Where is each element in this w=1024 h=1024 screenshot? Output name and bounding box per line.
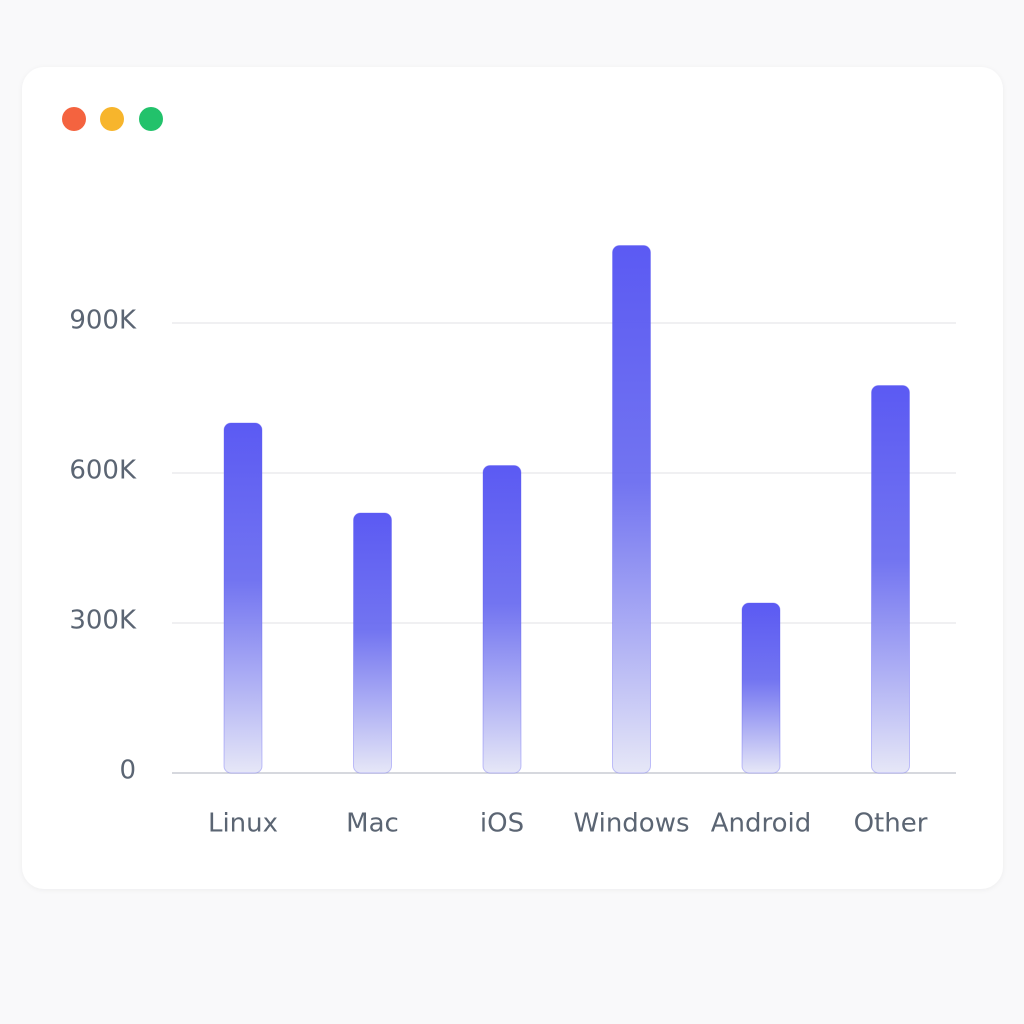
y-tick-label: 600K xyxy=(69,456,137,486)
x-tick-label: Other xyxy=(854,809,928,839)
y-tick-label: 300K xyxy=(69,606,137,636)
y-tick-label: 0 xyxy=(119,756,136,786)
bar-ios[interactable] xyxy=(482,465,522,774)
maximize-dot[interactable] xyxy=(139,107,163,131)
bar-windows[interactable] xyxy=(612,245,651,774)
x-tick-label: Linux xyxy=(208,809,278,839)
bar-mac[interactable] xyxy=(353,512,392,774)
grid-lines xyxy=(172,322,956,774)
x-tick-label: Android xyxy=(711,809,812,839)
minimize-dot[interactable] xyxy=(100,107,124,131)
y-axis-ticks: 0 300K 600K 900K xyxy=(69,306,137,786)
x-tick-label: Mac xyxy=(346,809,399,839)
bars xyxy=(223,245,910,774)
x-tick-label: iOS xyxy=(480,809,524,839)
x-tick-label: Windows xyxy=(573,809,689,839)
close-dot[interactable] xyxy=(62,107,86,131)
y-tick-label: 900K xyxy=(69,306,137,336)
bar-other[interactable] xyxy=(871,385,910,774)
x-axis-ticks: Linux Mac iOS Windows Android Other xyxy=(208,809,928,839)
bar-android[interactable] xyxy=(741,602,781,774)
bar-linux[interactable] xyxy=(223,422,263,774)
